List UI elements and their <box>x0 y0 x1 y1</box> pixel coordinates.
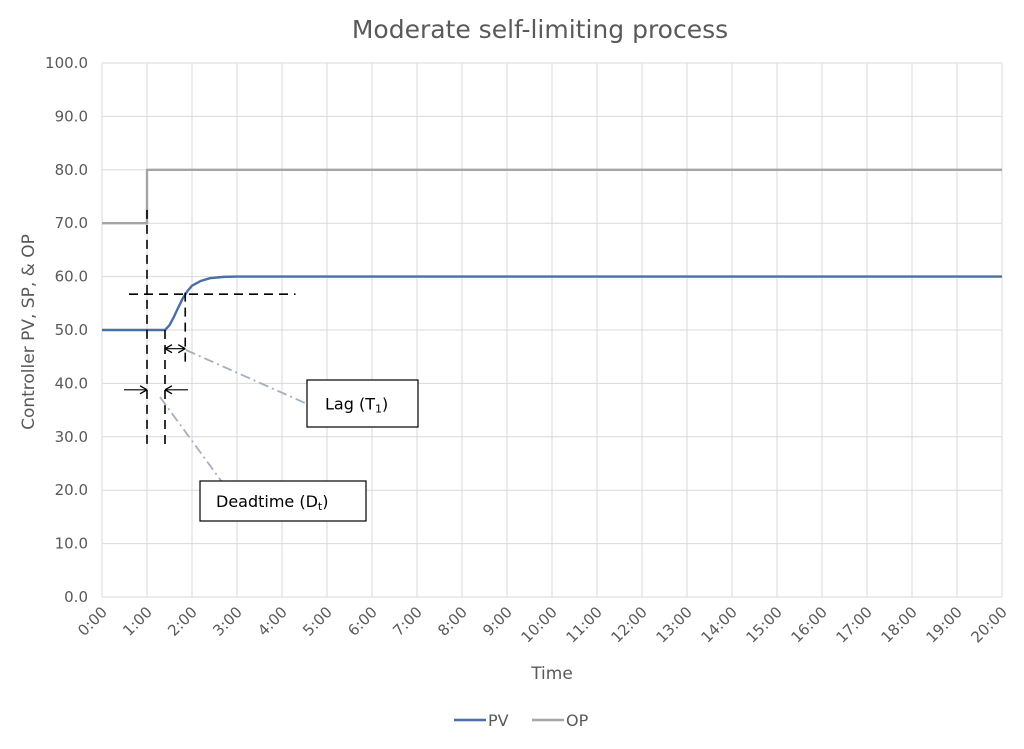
x-tick-label: 16:00 <box>788 603 831 646</box>
legend: PV OP <box>454 711 589 730</box>
x-tick-label: 2:00 <box>164 603 201 640</box>
y-axis-label: Controller PV, SP, & OP <box>19 234 39 430</box>
legend-label-pv: PV <box>488 711 509 730</box>
deadtime-arrowhead-left <box>139 385 148 395</box>
y-tick-label: 70.0 <box>55 214 88 232</box>
x-tick-label: 19:00 <box>923 603 966 646</box>
y-tick-label: 50.0 <box>55 321 88 339</box>
x-tick-label: 7:00 <box>389 603 426 640</box>
lag-arrowhead-right <box>177 344 186 354</box>
x-tick-label: 18:00 <box>878 603 921 646</box>
x-tick-label: 6:00 <box>344 603 381 640</box>
x-tick-label: 12:00 <box>608 603 651 646</box>
series-line-pv <box>102 275 1002 332</box>
deadtime-label-text: Deadtime (Dt) <box>216 492 329 513</box>
x-tick-label: 20:00 <box>968 603 1011 646</box>
deadtime-arrowhead-right <box>164 385 173 395</box>
lag-leader-line <box>185 349 306 404</box>
x-axis-label: Time <box>530 664 573 684</box>
series-line-op <box>102 168 1002 225</box>
y-tick-label: 10.0 <box>55 535 88 553</box>
y-tick-label: 90.0 <box>55 107 88 125</box>
lag-label-text: Lag (T1) <box>325 395 388 416</box>
x-tick-label: 11:00 <box>563 603 606 646</box>
x-tick-label: 9:00 <box>479 603 516 640</box>
y-tick-label: 0.0 <box>64 588 88 606</box>
x-tick-label: 17:00 <box>833 603 876 646</box>
y-tick-label: 60.0 <box>55 268 88 286</box>
series-layer <box>102 168 1002 332</box>
deadtime-label-box <box>199 480 367 522</box>
x-tick-label: 15:00 <box>743 603 786 646</box>
x-tick-label: 5:00 <box>299 603 336 640</box>
x-tick-label: 4:00 <box>254 603 291 640</box>
x-tick-label: 14:00 <box>698 603 741 646</box>
y-tick-label: 100.0 <box>45 54 88 72</box>
legend-label-op: OP <box>566 711 589 730</box>
lag-arrowhead-left <box>164 344 173 354</box>
x-tick-label: 13:00 <box>653 603 696 646</box>
y-tick-labels: 0.0 10.0 20.0 30.0 40.0 50.0 60.0 70.0 80.0 90.0 1… <box>45 54 88 606</box>
y-tick-label: 80.0 <box>55 161 88 179</box>
chart-title: Moderate self-limiting process <box>352 15 728 44</box>
lag-label-box <box>306 379 419 428</box>
x-tick-label: 3:00 <box>209 603 246 640</box>
y-tick-label: 40.0 <box>55 374 88 392</box>
x-tick-label: 8:00 <box>434 603 471 640</box>
x-tick-labels: 0:00 1:00 2:00 3:00 4:00 5:00 6:00 7:00 8:00 9:00… <box>74 603 1011 646</box>
x-tick-label: 1:00 <box>119 603 156 640</box>
y-tick-label: 30.0 <box>55 428 88 446</box>
deadtime-leader-line <box>159 396 223 483</box>
y-tick-label: 20.0 <box>55 481 88 499</box>
annotation-layer: Lag (T1) Deadtime (Dt) <box>124 209 419 522</box>
x-tick-label: 10:00 <box>518 603 561 646</box>
x-tick-label: 0:00 <box>74 603 111 640</box>
